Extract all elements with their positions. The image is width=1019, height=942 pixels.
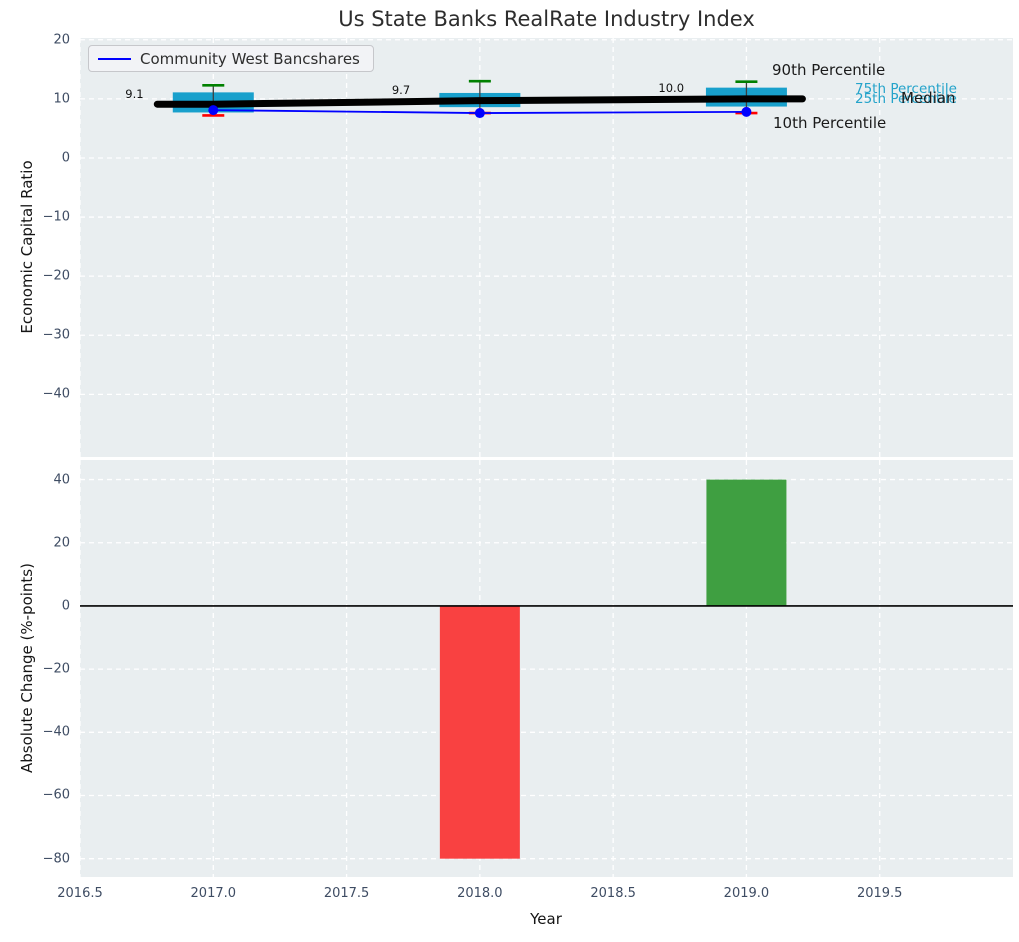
- x-tick-label: 2019.5: [856, 886, 903, 901]
- plot-svg: [80, 38, 1013, 457]
- top-axes-plot-area: [80, 38, 1013, 457]
- y-tick-label: 40: [53, 472, 70, 488]
- bottom-axes-plot-area: [80, 460, 1013, 877]
- percentile-annotation-median: Median: [901, 89, 956, 107]
- x-tick-label: 2017.5: [323, 886, 370, 901]
- bar-positive-change: [706, 479, 787, 606]
- median-trend-line: [153, 95, 806, 108]
- company-point: [741, 106, 752, 117]
- y-tick-label: 20: [53, 32, 70, 48]
- legend-label: Community West Bancshares: [140, 49, 360, 68]
- y-tick-label: −10: [42, 209, 70, 225]
- y-tick-label: 0: [61, 598, 70, 614]
- x-tick-label: 2018.5: [590, 886, 636, 901]
- percentile-annotation-90th-percentile: 90th Percentile: [772, 61, 886, 79]
- percentile-annotation-75th-percentile: 75th Percentile: [855, 81, 957, 97]
- y-tick-label: −30: [42, 327, 70, 343]
- median-value-label: 9.1: [125, 86, 144, 101]
- legend-line-sample: [98, 57, 131, 60]
- x-axis-label: Year: [530, 910, 562, 928]
- company-point: [208, 105, 219, 116]
- x-tick-label: 2019.0: [723, 886, 770, 901]
- company-point: [474, 108, 485, 119]
- median-value-label: 10.0: [658, 81, 685, 96]
- y-tick-label: −20: [42, 661, 70, 677]
- chart-title: Us State Banks RealRate Industry Index: [338, 7, 755, 31]
- bar-negative-change: [439, 605, 520, 859]
- percentile-annotation-25th-percentile: 25th Percentile: [855, 90, 957, 107]
- y-tick-label: −40: [42, 724, 70, 740]
- y-tick-label: −60: [42, 787, 70, 803]
- plot-svg: [80, 460, 1013, 877]
- median-value-label: 9.7: [391, 83, 411, 98]
- y-tick-label: 10: [53, 91, 70, 107]
- y-tick-label: −20: [42, 268, 70, 284]
- percentile-annotation-10th-percentile: 10th Percentile: [773, 114, 887, 132]
- x-tick-label: 2016.5: [57, 886, 103, 901]
- legend: Community West Bancshares: [88, 45, 374, 72]
- y-tick-label: 20: [53, 535, 70, 551]
- y-tick-label: 0: [61, 150, 70, 166]
- y-tick-label: −40: [42, 386, 70, 402]
- y-tick-label: −80: [42, 851, 70, 867]
- x-tick-label: 2018.0: [457, 886, 503, 901]
- x-tick-label: 2017.0: [190, 886, 237, 901]
- y-axis-label-top: Economic Capital Ratio: [18, 160, 36, 334]
